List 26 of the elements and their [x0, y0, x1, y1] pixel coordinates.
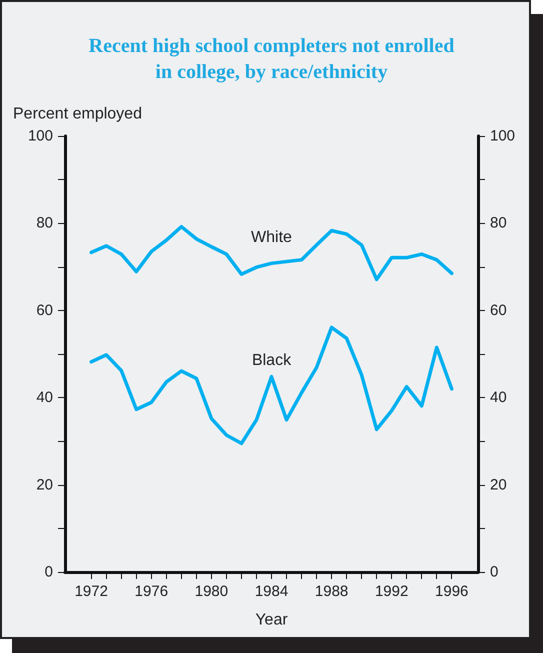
x-tick-label: 1992 [374, 583, 408, 600]
x-tick-label: 1980 [194, 583, 228, 600]
y-tick-label: 100 [28, 128, 53, 144]
x-tick-label: 1972 [74, 583, 108, 600]
y2-tick-label: 100 [490, 128, 516, 144]
y2-tick-label: 40 [490, 389, 507, 406]
x-tick-label: 1988 [314, 583, 348, 600]
chart-title: Recent high school completers not enrolled in college, by race/ethnicity [88, 35, 454, 83]
x-tick-label: 1996 [435, 583, 468, 600]
series-label: White [251, 228, 292, 246]
x-tick-label: 1976 [134, 583, 168, 600]
y-tick-label: 0 [44, 564, 53, 580]
x-tick-label: 1984 [254, 583, 288, 600]
y-tick-label: 20 [36, 476, 53, 494]
line-series [90, 326, 454, 446]
y-tick-label: 60 [36, 302, 53, 319]
y-axis-title: Percent employed [13, 106, 142, 122]
y2-tick-label: 60 [490, 302, 507, 319]
y-tick-label: 80 [36, 214, 53, 232]
y2-tick-label: 80 [490, 214, 507, 232]
x-axis-title: Year [255, 612, 288, 628]
y-tick-label: 40 [36, 389, 53, 406]
y2-tick-label: 0 [490, 564, 498, 580]
line-series [90, 224, 454, 282]
y2-tick-label: 20 [490, 476, 507, 494]
series-label: Black [252, 352, 292, 370]
